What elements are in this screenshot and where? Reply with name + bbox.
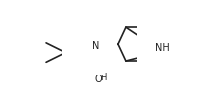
Text: O: O	[79, 48, 87, 58]
Text: H: H	[100, 73, 107, 82]
Text: O: O	[94, 74, 102, 84]
Text: NH: NH	[155, 42, 170, 52]
Text: N: N	[92, 41, 100, 51]
